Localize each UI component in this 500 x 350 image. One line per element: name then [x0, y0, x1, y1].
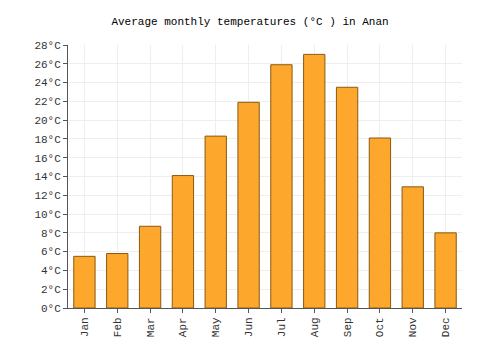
- svg-text:10°C: 10°C: [34, 209, 61, 221]
- svg-text:2°C: 2°C: [41, 284, 61, 296]
- svg-text:Apr: Apr: [177, 317, 189, 337]
- svg-text:Oct: Oct: [374, 317, 386, 337]
- svg-text:26°C: 26°C: [34, 59, 61, 71]
- svg-text:12°C: 12°C: [34, 190, 61, 202]
- svg-text:0°C: 0°C: [41, 303, 61, 315]
- svg-text:6°C: 6°C: [41, 246, 61, 258]
- svg-text:Average monthly temperatures (: Average monthly temperatures (°C ) in An…: [111, 16, 388, 28]
- svg-text:Jul: Jul: [276, 317, 288, 337]
- svg-text:Jan: Jan: [79, 317, 91, 337]
- svg-text:20°C: 20°C: [34, 115, 61, 127]
- svg-text:14°C: 14°C: [34, 171, 61, 183]
- svg-text:4°C: 4°C: [41, 265, 61, 277]
- svg-text:Sep: Sep: [342, 317, 354, 337]
- svg-text:16°C: 16°C: [34, 153, 61, 165]
- svg-text:Nov: Nov: [407, 317, 419, 337]
- svg-text:Feb: Feb: [112, 317, 124, 337]
- svg-text:28°C: 28°C: [34, 40, 61, 52]
- svg-text:24°C: 24°C: [34, 77, 61, 89]
- svg-text:8°C: 8°C: [41, 228, 61, 240]
- svg-text:Mar: Mar: [145, 317, 157, 337]
- svg-text:Jun: Jun: [243, 317, 255, 337]
- svg-text:22°C: 22°C: [34, 96, 61, 108]
- svg-text:May: May: [210, 317, 222, 337]
- svg-text:18°C: 18°C: [34, 134, 61, 146]
- svg-text:Aug: Aug: [309, 317, 321, 337]
- svg-text:Dec: Dec: [440, 317, 452, 337]
